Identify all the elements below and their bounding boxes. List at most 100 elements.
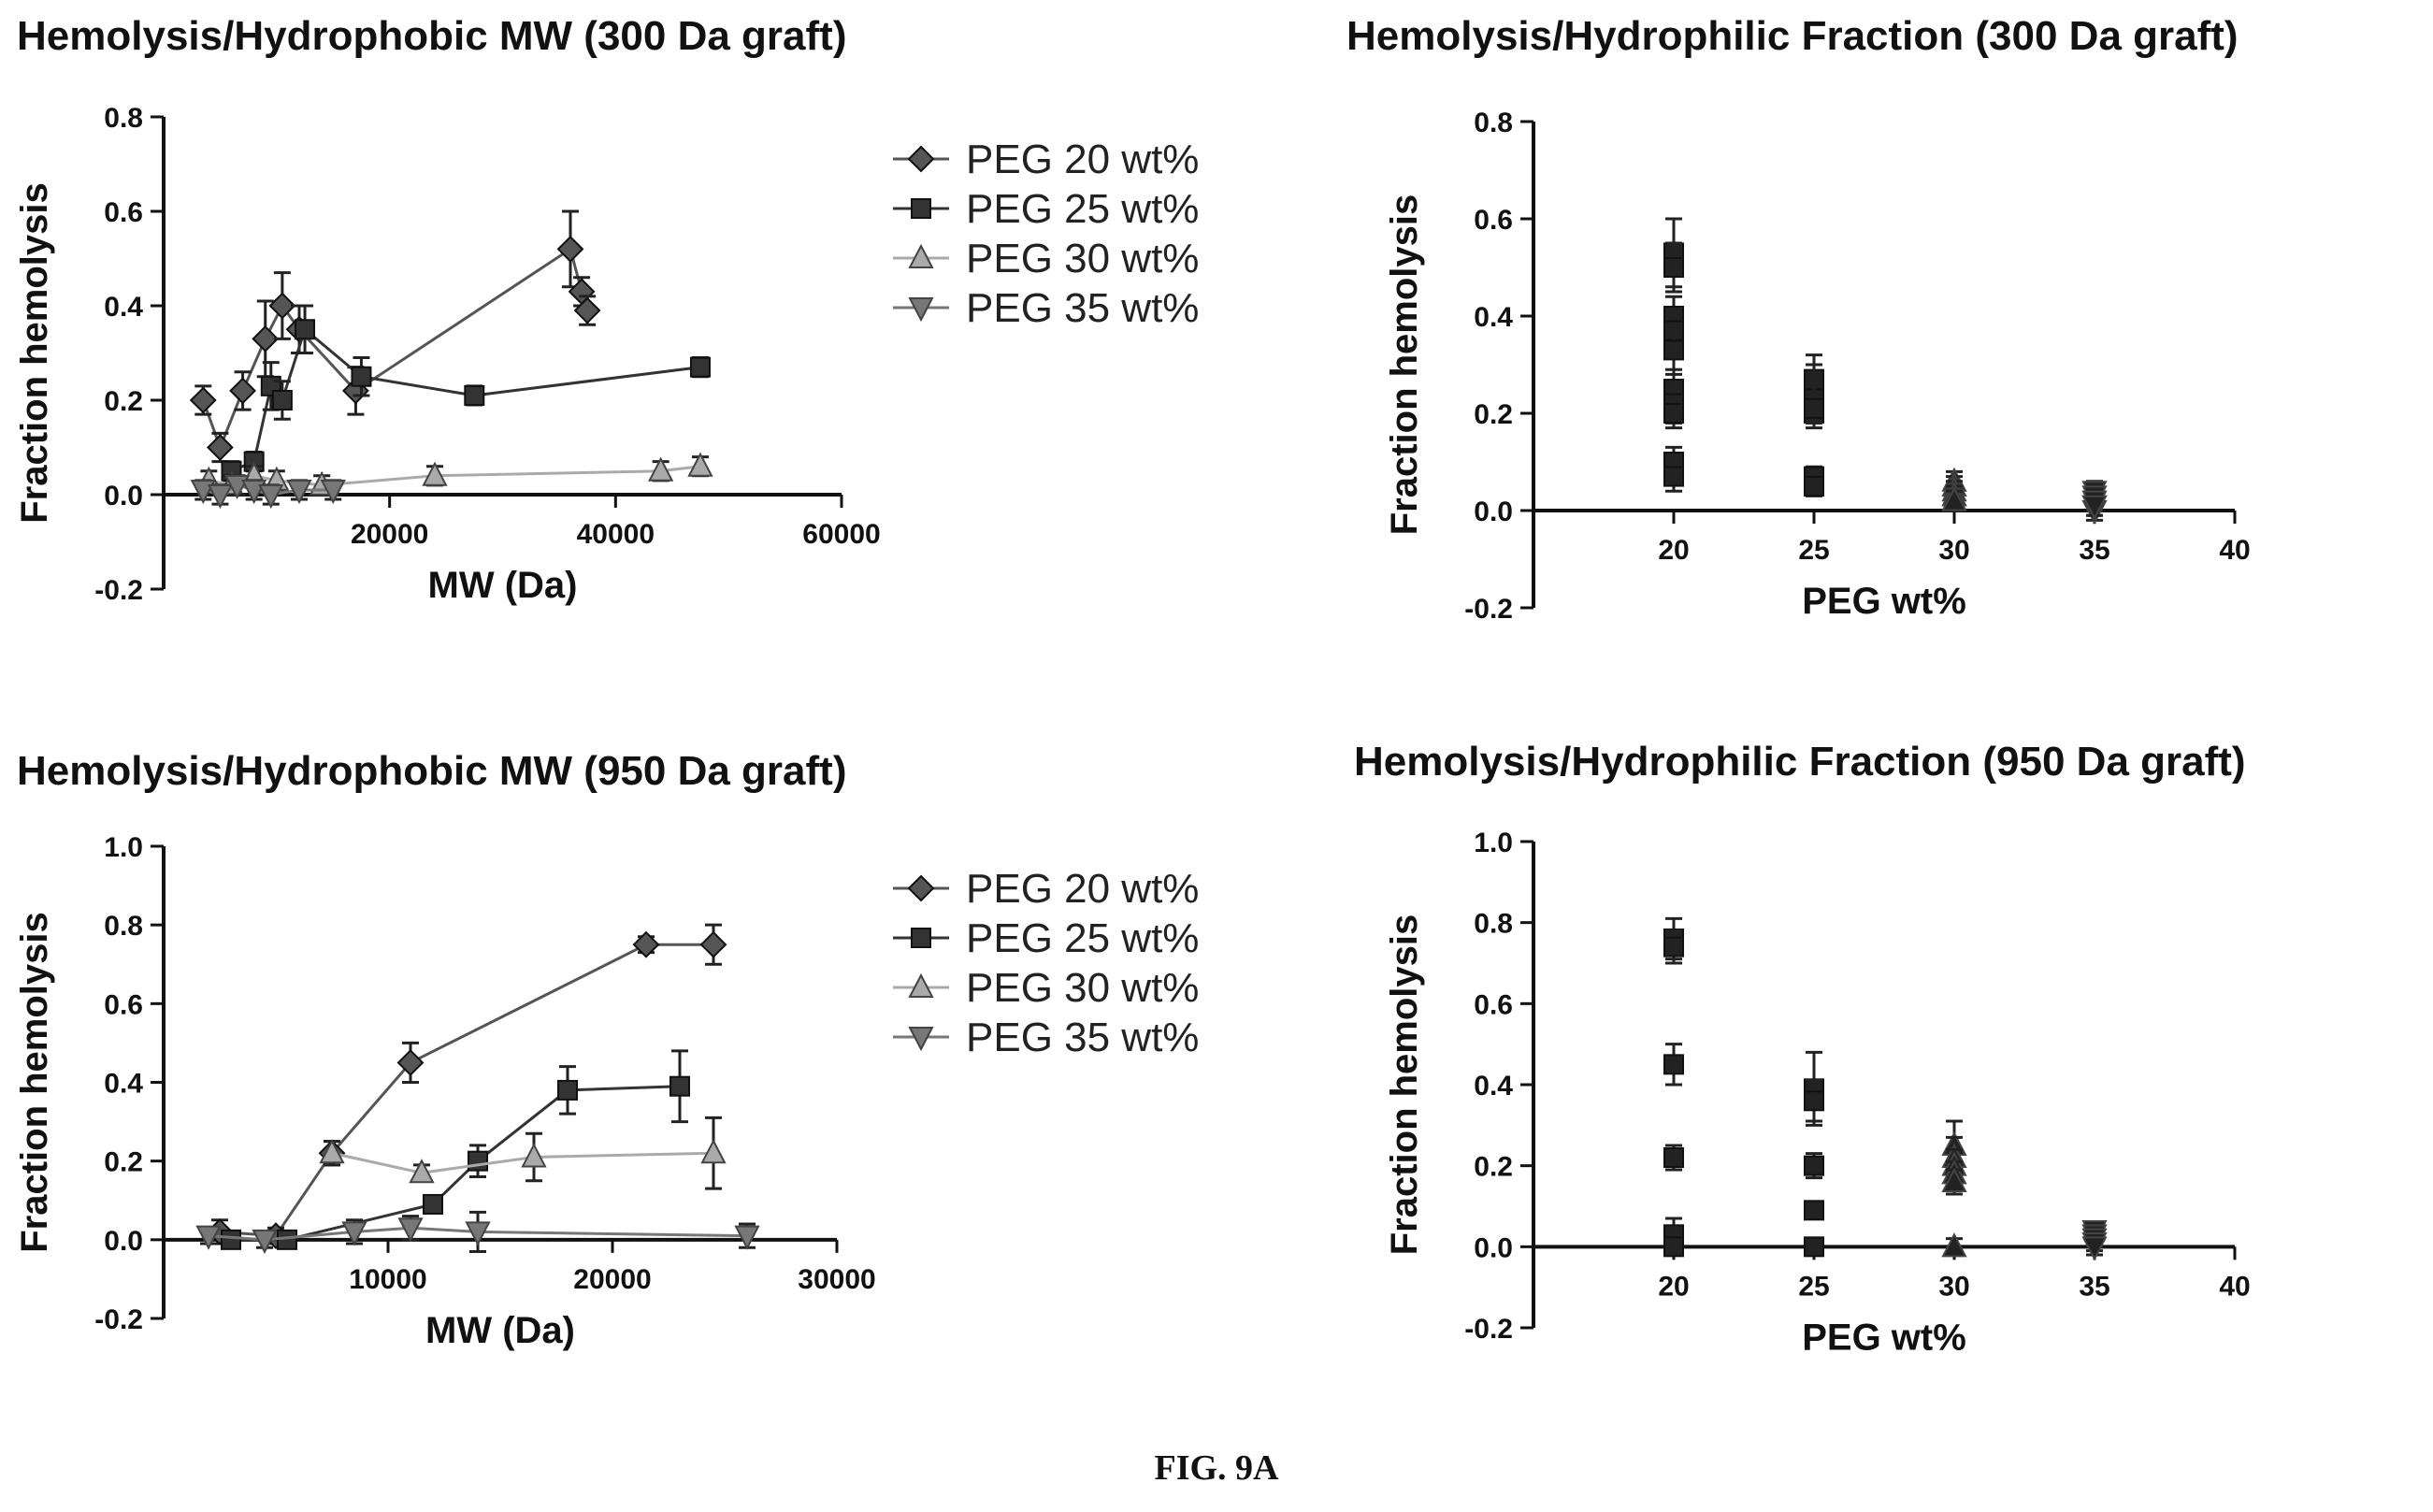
y-tick-label: 0.6 <box>1474 989 1513 1020</box>
y-tick-label: 0.8 <box>104 103 143 134</box>
legend-marker <box>911 928 931 948</box>
series-2 <box>221 1049 690 1250</box>
legend-marker <box>908 243 934 268</box>
data-point <box>258 484 284 510</box>
data-point <box>229 377 256 405</box>
y-tick-label: 0.4 <box>1474 1071 1513 1102</box>
legend-marker <box>907 145 935 173</box>
legend-item: PEG 30 wt% <box>893 236 1199 281</box>
data-point <box>207 434 234 461</box>
series-line <box>231 1085 681 1242</box>
data-point <box>1663 339 1684 361</box>
y-axis-label: Fraction hemolysis <box>14 912 55 1253</box>
legend-label: PEG 20 wt% <box>966 866 1199 912</box>
series-4 <box>195 1210 760 1254</box>
legend-item: PEG 20 wt% <box>893 137 1199 182</box>
data-point <box>699 930 727 958</box>
legend: PEG 20 wt%PEG 25 wt%PEG 30 wt%PEG 35 wt% <box>893 137 1199 331</box>
legend-label: PEG 35 wt% <box>966 1015 1199 1060</box>
y-tick-label: -0.2 <box>94 575 143 606</box>
data-point <box>1941 486 1967 511</box>
y-tick-label: 1.0 <box>1474 828 1513 858</box>
panel-1-title: Hemolysis/Hydrophobic MW (300 Da graft) <box>17 13 847 59</box>
legend-item: PEG 35 wt% <box>893 285 1199 331</box>
y-tick-label: 0.6 <box>104 197 143 228</box>
chart-3: -0.2 0.0 0.2 0.4 0.6 0.8 1.0 10000 20000 30000 MW … <box>14 832 1199 1351</box>
data-point <box>1941 1167 1967 1192</box>
data-point <box>689 356 711 378</box>
y-tick-label: 0.4 <box>1474 302 1513 333</box>
data-point <box>734 1225 760 1250</box>
data-point <box>341 1221 367 1246</box>
data-point <box>268 292 296 320</box>
data-point <box>2081 1236 2108 1261</box>
legend-label: PEG 25 wt% <box>966 186 1199 232</box>
data-point <box>521 1143 547 1168</box>
data-point <box>632 930 660 958</box>
y-tick-label: 0.2 <box>104 386 143 417</box>
data-point <box>465 1221 491 1246</box>
data-point <box>195 1225 222 1250</box>
y-tick-label: 0.0 <box>104 1226 143 1257</box>
legend-marker <box>908 1027 934 1052</box>
data-point <box>422 461 448 486</box>
data-point <box>423 1193 443 1215</box>
data-point <box>468 1150 488 1172</box>
series-line <box>219 943 713 1238</box>
data-point <box>320 479 346 505</box>
y-tick-label: 0.6 <box>1474 205 1513 236</box>
legend: PEG 20 wt%PEG 25 wt%PEG 30 wt%PEG 35 wt% <box>893 866 1199 1060</box>
legend-marker <box>908 297 934 323</box>
y-tick-label: 0.8 <box>1474 909 1513 940</box>
x-tick-label: 40000 <box>577 519 655 550</box>
x-tick-label: 20 <box>1658 1271 1689 1302</box>
panel-2-title: Hemolysis/Hydrophilic Fraction (300 Da g… <box>1346 13 2239 59</box>
data-point <box>1804 1200 1824 1221</box>
series-line <box>230 326 701 473</box>
legend-item: PEG 25 wt% <box>893 186 1199 232</box>
data-point <box>1663 403 1684 424</box>
data-point <box>1663 1236 1684 1258</box>
x-tick-label: 25 <box>1798 1271 1829 1302</box>
series-4 <box>190 474 346 510</box>
y-tick-label: 0.6 <box>104 989 143 1020</box>
x-tick-label: 40 <box>2219 1271 2250 1302</box>
x-tick-label: 20000 <box>573 1264 651 1295</box>
data-point <box>1663 257 1684 278</box>
x-tick-label: 35 <box>2079 1271 2109 1302</box>
series-2 <box>221 304 711 482</box>
series-3 <box>1941 1119 1967 1258</box>
y-tick-label: 0.4 <box>104 292 143 323</box>
chart-1: -0.2 0.0 0.2 0.4 0.6 0.8 20000 40000 60000 MW (Da… <box>14 103 1199 606</box>
series-line <box>201 246 589 452</box>
data-point <box>396 1049 425 1076</box>
series-line <box>208 1226 748 1242</box>
data-point <box>1663 1147 1684 1168</box>
data-point <box>1663 466 1684 487</box>
y-tick-label: 0.0 <box>1474 1232 1513 1263</box>
chart-4: -0.2 0.0 0.2 0.4 0.6 0.8 1.0 20 25 30 35 40 PEG wt% F… <box>1384 828 2251 1358</box>
series-1 <box>189 209 601 464</box>
data-point <box>319 1139 345 1164</box>
y-tick-label: -0.2 <box>1464 594 1513 625</box>
data-point <box>1663 1054 1684 1075</box>
data-point <box>2081 495 2108 520</box>
x-tick-label: 30 <box>1938 1271 1969 1302</box>
data-point <box>207 484 234 510</box>
x-tick-label: 60000 <box>802 519 880 550</box>
y-axis-label: Fraction hemolysis <box>14 182 55 524</box>
y-tick-label: 0.8 <box>104 911 143 942</box>
y-axis-label: Fraction hemolysis <box>1384 194 1425 536</box>
data-point <box>573 296 601 324</box>
figure-caption: FIG. 9A <box>1154 1448 1279 1488</box>
legend-label: PEG 35 wt% <box>966 285 1199 331</box>
data-point <box>397 1217 424 1243</box>
data-point <box>669 1075 690 1097</box>
x-tick-label: 35 <box>2079 535 2109 566</box>
y-tick-label: 0.8 <box>1474 108 1513 138</box>
y-axis-label: Fraction hemolysis <box>1384 914 1425 1256</box>
legend-label: PEG 30 wt% <box>966 236 1199 281</box>
y-tick-label: 1.0 <box>104 832 143 863</box>
legend-item: PEG 20 wt% <box>893 866 1199 912</box>
